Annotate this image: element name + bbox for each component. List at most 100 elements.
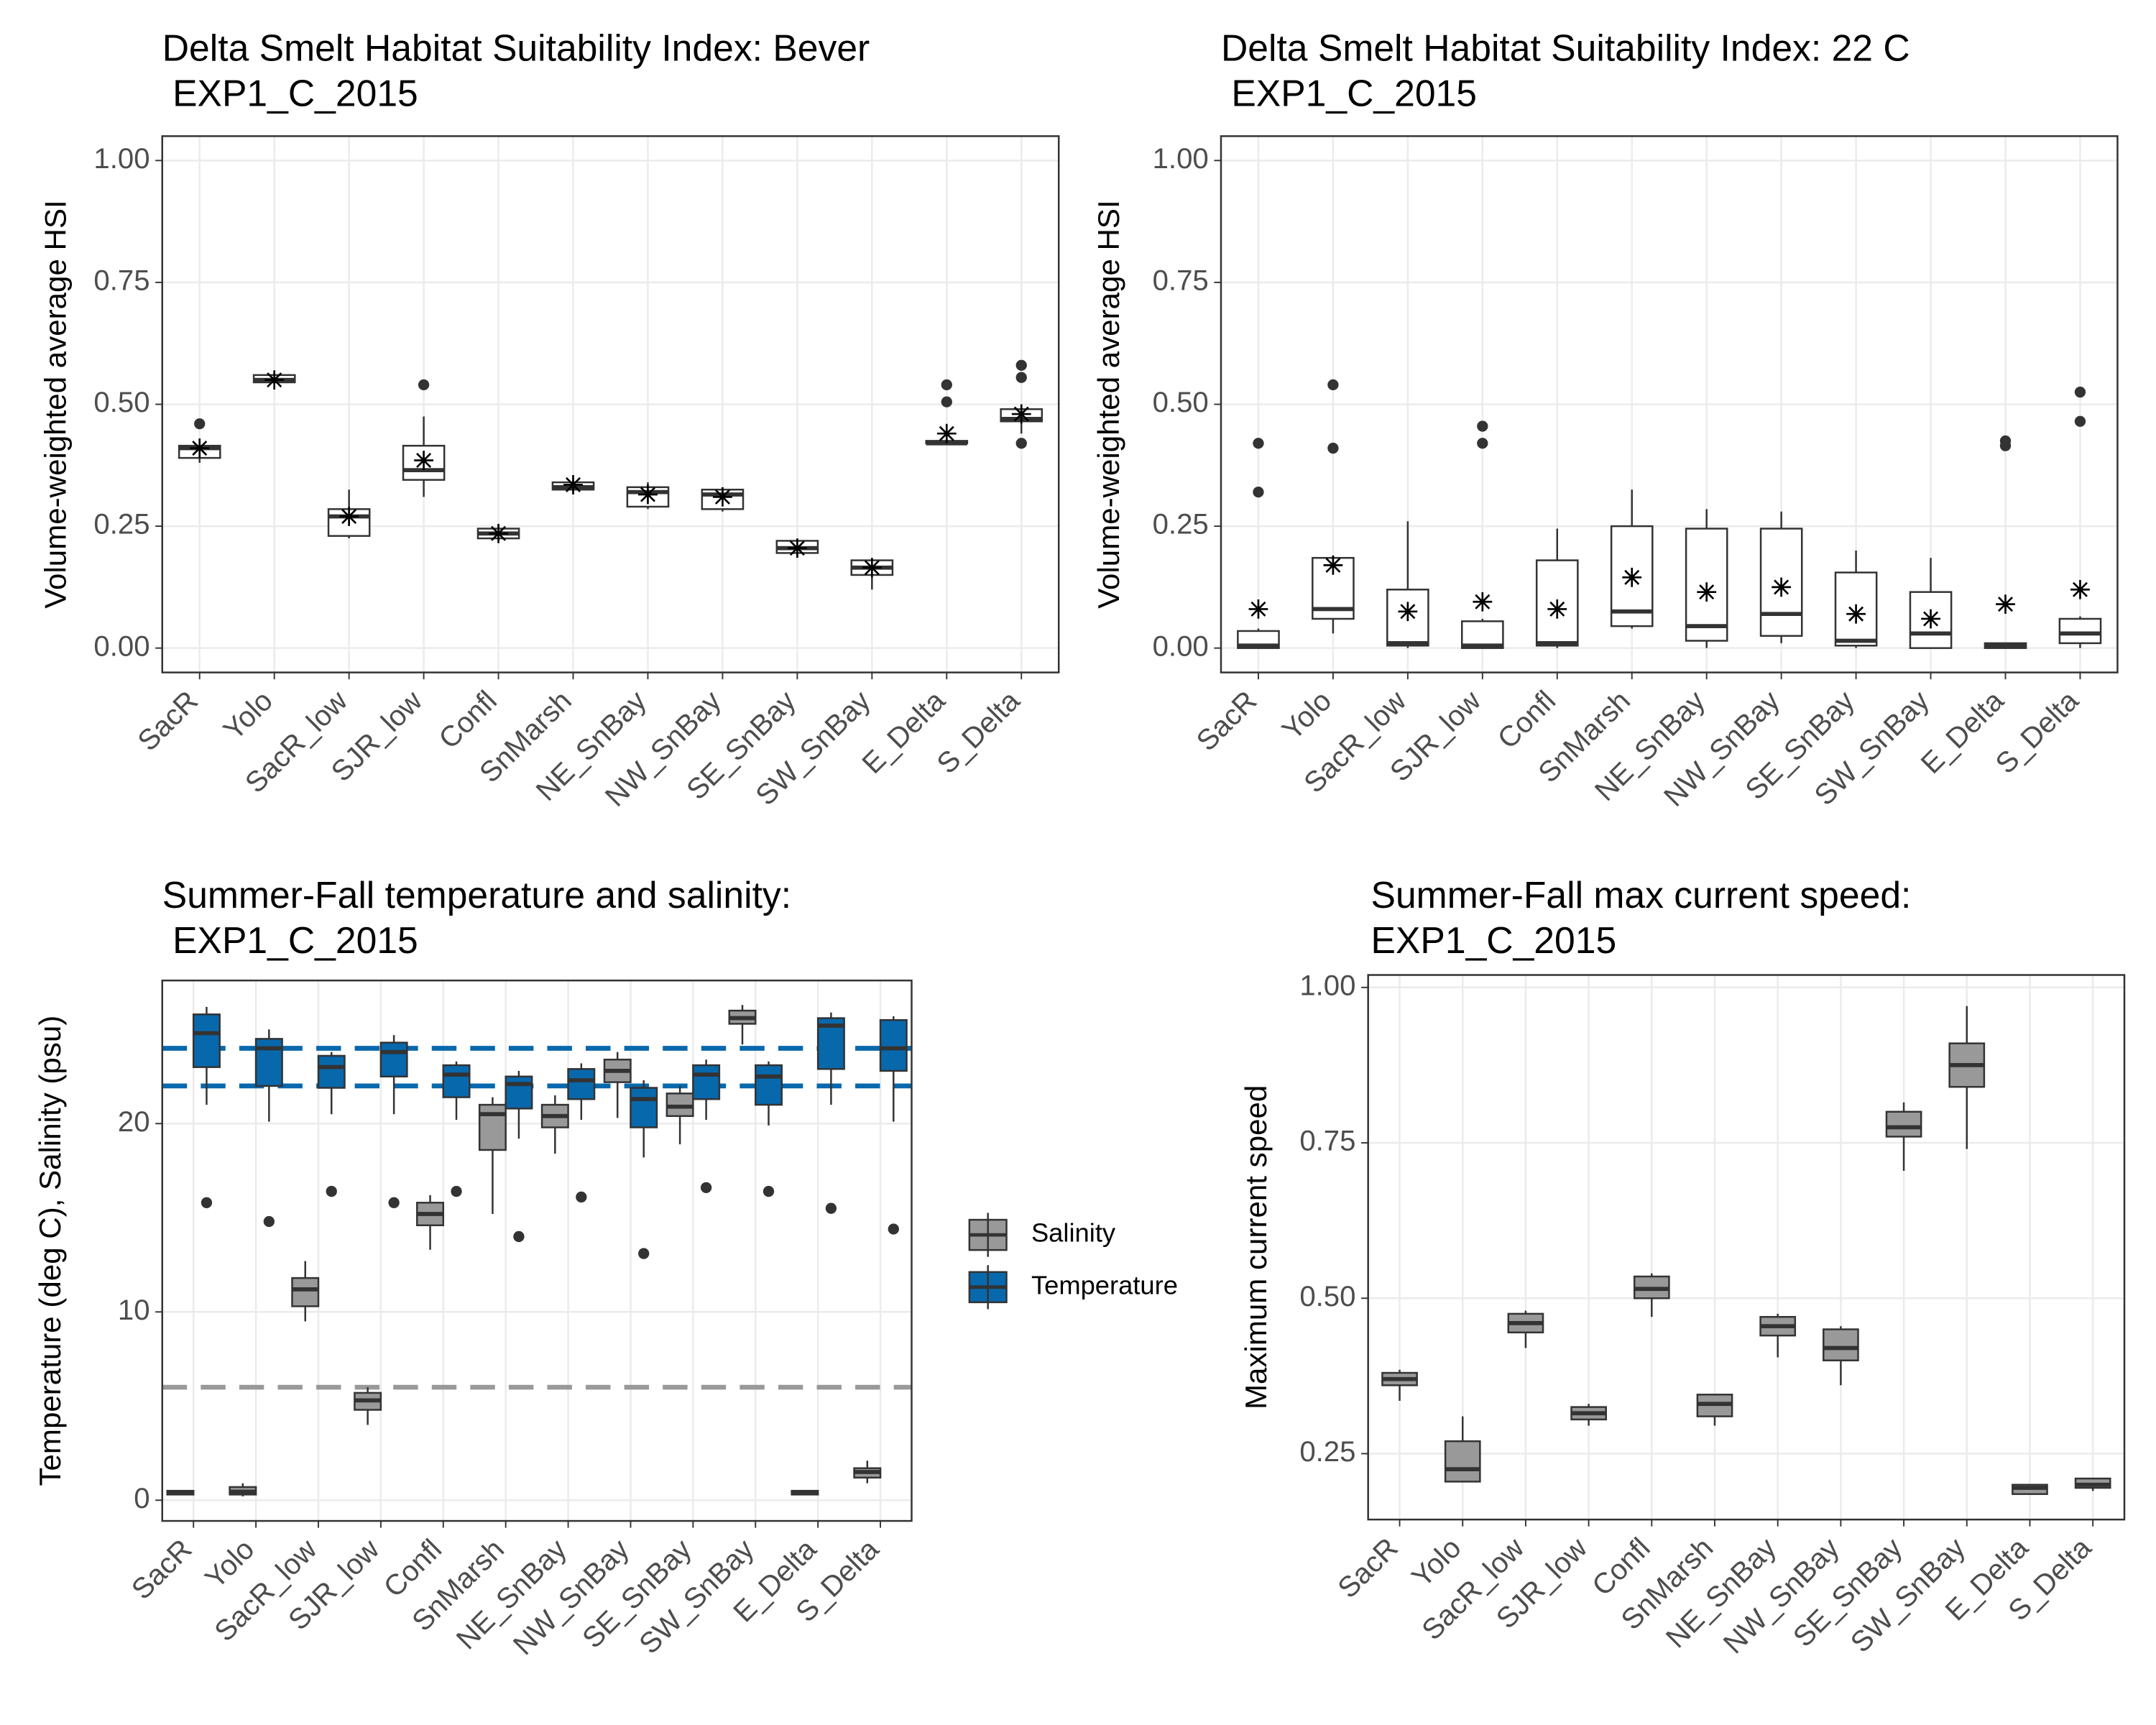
chart-title: Summer-Fall max current speed: — [1371, 874, 1912, 916]
x-tick-label: SacR — [1332, 1532, 1404, 1604]
mean-marker — [1622, 567, 1642, 587]
y-tick-label: 0.50 — [93, 386, 149, 418]
outlier — [388, 1197, 400, 1208]
box — [567, 1068, 596, 1100]
box — [291, 1276, 320, 1307]
mean-marker — [1772, 577, 1792, 597]
chart-title: EXP1_C_2015 — [162, 919, 418, 961]
box — [630, 1087, 658, 1128]
y-tick-label: 0.25 — [1153, 508, 1209, 540]
outlier — [201, 1197, 213, 1208]
y-tick-label: 0.25 — [93, 508, 149, 540]
y-tick-label: 0.50 — [1153, 386, 1209, 418]
x-tick-label: SacR — [125, 1533, 198, 1606]
y-tick-label: 0 — [134, 1482, 149, 1514]
box — [254, 1038, 283, 1087]
outlier — [263, 1215, 275, 1228]
outlier — [1327, 379, 1339, 391]
y-tick-label: 0.75 — [1299, 1125, 1355, 1157]
outlier — [1253, 438, 1264, 449]
plot-background — [1368, 975, 2124, 1520]
outlier — [1327, 442, 1339, 454]
outlier — [638, 1248, 650, 1259]
outlier — [194, 418, 206, 430]
x-tick-label: Yolo — [217, 684, 279, 746]
mean-marker — [1398, 602, 1418, 622]
outlier — [1015, 438, 1027, 449]
x-tick-label: S_Delta — [1989, 684, 2085, 780]
x-tick-label: Yolo — [1276, 684, 1337, 746]
mean-marker — [1846, 604, 1866, 624]
box — [1823, 1328, 1859, 1361]
y-axis-title: Volume-weighted average HSI — [38, 200, 72, 608]
outlier — [418, 379, 430, 391]
chart-title: Delta Smelt Habitat Suitability Index: B… — [162, 27, 870, 68]
y-tick-label: 0.75 — [93, 264, 149, 297]
mean-marker — [1921, 609, 1940, 629]
box — [1444, 1440, 1481, 1483]
y-tick-label: 0.00 — [1153, 630, 1209, 662]
outlier — [1253, 486, 1264, 498]
y-tick-label: 10 — [118, 1294, 150, 1326]
mean-marker — [1011, 404, 1031, 424]
y-tick-label: 20 — [118, 1105, 150, 1138]
outlier — [1015, 372, 1027, 383]
x-tick-label: Confl — [1491, 684, 1562, 755]
mean-marker — [1248, 599, 1268, 619]
chart-title: Delta Smelt Habitat Suitability Index: 2… — [1221, 27, 1910, 68]
mean-marker — [1697, 582, 1717, 602]
x-tick-label: S_Delta — [931, 684, 1026, 780]
box — [192, 1013, 221, 1068]
mean-marker — [638, 484, 658, 505]
y-tick-label: 0.50 — [1299, 1280, 1355, 1312]
box — [379, 1041, 408, 1078]
mean-marker — [1323, 555, 1343, 575]
mean-marker — [936, 423, 957, 443]
outlier — [763, 1185, 775, 1197]
box — [755, 1064, 783, 1106]
outlier — [326, 1185, 337, 1197]
outlier — [1999, 440, 2012, 451]
plot-background — [162, 980, 912, 1522]
outlier — [1477, 420, 1488, 432]
mean-marker — [414, 451, 433, 470]
y-axis-title: Temperature (deg C), Salinity (psu) — [33, 1016, 67, 1486]
x-tick-label: E_Delta — [1915, 684, 2010, 780]
y-axis-title: Maximum current speed — [1239, 1085, 1273, 1409]
outlier — [1477, 438, 1488, 449]
mean-marker — [190, 438, 210, 458]
mean-marker — [1547, 599, 1567, 619]
mean-marker — [563, 475, 583, 494]
legend-label: Temperature — [1031, 1270, 1178, 1300]
y-tick-label: 1.00 — [1153, 142, 1209, 175]
mean-marker — [264, 370, 285, 390]
outlier — [825, 1202, 837, 1214]
outlier — [576, 1191, 587, 1203]
outlier — [1015, 359, 1027, 371]
x-tick-label: SacR — [132, 684, 204, 757]
outlier — [2074, 415, 2086, 427]
outlier — [700, 1182, 712, 1194]
x-tick-label: Confl — [433, 684, 503, 755]
box — [442, 1064, 471, 1098]
mean-marker — [489, 523, 508, 543]
box — [478, 1103, 507, 1151]
plot-border — [161, 979, 913, 1522]
chart-title: EXP1_C_2015 — [1221, 73, 1477, 114]
plot-border — [161, 135, 1060, 673]
mean-marker — [862, 558, 882, 578]
plot-border — [1220, 135, 2119, 673]
outlier — [513, 1230, 525, 1243]
outlier — [941, 396, 952, 408]
mean-marker — [1996, 594, 2015, 615]
box — [317, 1054, 346, 1089]
box — [692, 1064, 721, 1100]
plot-border — [1367, 974, 2126, 1521]
box — [1885, 1110, 1922, 1138]
legend-label: Salinity — [1031, 1218, 1116, 1248]
y-tick-label: 0.75 — [1153, 264, 1209, 297]
y-tick-label: 0.00 — [93, 630, 149, 662]
chart-title: EXP1_C_2015 — [162, 73, 418, 114]
y-tick-label: 0.25 — [1299, 1435, 1355, 1468]
